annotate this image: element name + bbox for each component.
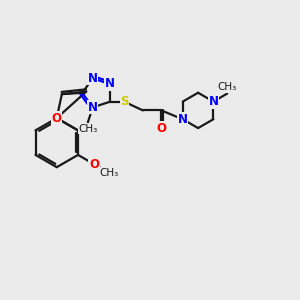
- Text: CH₃: CH₃: [218, 82, 237, 92]
- Text: N: N: [208, 95, 218, 108]
- Text: CH₃: CH₃: [99, 168, 119, 178]
- Text: N: N: [105, 77, 115, 90]
- Text: O: O: [89, 158, 99, 171]
- Text: N: N: [88, 72, 98, 85]
- Text: S: S: [120, 95, 129, 108]
- Text: N: N: [178, 113, 188, 126]
- Text: O: O: [52, 112, 62, 124]
- Text: O: O: [156, 122, 166, 135]
- Text: CH₃: CH₃: [78, 124, 98, 134]
- Text: N: N: [88, 101, 98, 114]
